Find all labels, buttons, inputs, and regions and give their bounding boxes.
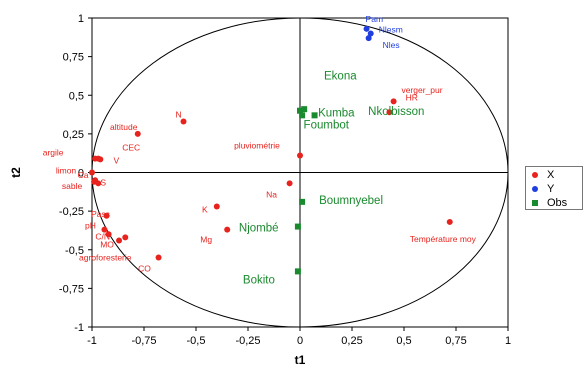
obs-label-foumbot: Foumbot bbox=[304, 119, 350, 131]
x-point-altitude bbox=[134, 130, 141, 137]
x-tick-label: -0,25 bbox=[235, 335, 260, 347]
obs-label-bokito: Bokito bbox=[243, 274, 275, 286]
x-tick-label: 0,75 bbox=[445, 335, 466, 347]
obs-point-njomb bbox=[294, 223, 301, 230]
y-tick-label: 0,75 bbox=[63, 52, 84, 64]
x-label-cec: CEC bbox=[122, 143, 140, 153]
x-label-pluviom-trie: pluviométrie bbox=[234, 141, 280, 151]
x-axis-title: t1 bbox=[295, 353, 306, 367]
obs-point-boumnyebel bbox=[299, 198, 306, 205]
x-point-k bbox=[213, 203, 220, 210]
x-label-sable: sable bbox=[62, 181, 83, 191]
x-label-verger-pur: verger_pur bbox=[401, 85, 442, 95]
obs-label-nkolbisson: Nkolbisson bbox=[368, 106, 424, 118]
x-label-ph: pH bbox=[85, 221, 96, 231]
x-label-v: V bbox=[113, 155, 119, 165]
x-label-k: K bbox=[202, 204, 208, 214]
x-label-co: CO bbox=[138, 263, 151, 273]
x-point-n bbox=[180, 118, 187, 125]
x-point-verger-pur bbox=[386, 109, 393, 116]
x-point-c-n bbox=[105, 231, 112, 238]
y-tick-label: -1 bbox=[74, 322, 84, 334]
chart-legend: X Y Obs bbox=[525, 166, 583, 210]
x-label-s: S bbox=[100, 177, 106, 187]
y-tick-label: -0,75 bbox=[59, 283, 84, 295]
y-tick-label: -0,5 bbox=[65, 245, 84, 257]
y-point-nlesm bbox=[367, 30, 374, 37]
x-point-hr bbox=[390, 98, 397, 105]
y-tick-label: 0,5 bbox=[69, 90, 84, 102]
obs-point-foumbot bbox=[311, 112, 318, 119]
x-tick-label: 0,5 bbox=[396, 335, 411, 347]
x-label-agroforesterie: agroforesterie bbox=[79, 252, 132, 262]
y-axis-title: t2 bbox=[9, 167, 23, 178]
x-label-argile: argile bbox=[43, 148, 64, 158]
x-tick-label: 1 bbox=[505, 335, 511, 347]
x-label-na: Na bbox=[266, 189, 277, 199]
x-point-temp-rature-moy bbox=[446, 218, 453, 225]
obs-label-kumba: Kumba bbox=[318, 107, 355, 119]
x-point-ph bbox=[101, 226, 108, 233]
x-point-mo bbox=[116, 237, 123, 244]
legend-item-x: X bbox=[532, 168, 554, 182]
x-point-pass bbox=[103, 212, 110, 219]
legend-marker-x bbox=[532, 172, 538, 178]
x-point-pluviom-trie bbox=[297, 152, 303, 159]
legend-marker-obs bbox=[532, 200, 538, 206]
y-point-pam bbox=[363, 25, 370, 32]
obs-point-kumba bbox=[299, 112, 306, 119]
x-label-mo: MO bbox=[100, 239, 114, 249]
legend-label-y: Y bbox=[547, 183, 555, 195]
legend-marker-y bbox=[532, 186, 538, 192]
y-label-nlesm: Nlesm bbox=[379, 24, 403, 34]
obs-label-njomb: Njombé bbox=[239, 223, 279, 235]
x-label-altitude: altitude bbox=[110, 122, 138, 132]
obs-label-boumnyebel: Boumnyebel bbox=[319, 195, 383, 207]
x-tick-label: -0,75 bbox=[131, 335, 156, 347]
y-tick-label: 1 bbox=[78, 13, 84, 25]
x-label-n: N bbox=[175, 110, 181, 120]
y-label-pam: Pam bbox=[366, 14, 383, 24]
legend-item-y: Y bbox=[532, 182, 554, 196]
x-label-limon: limon bbox=[56, 166, 77, 176]
x-point-co bbox=[155, 254, 162, 261]
y-label-nles: Nles bbox=[383, 40, 400, 50]
x-label-c-n: C/N bbox=[95, 231, 110, 241]
x-tick-label: -1 bbox=[87, 335, 97, 347]
x-label-hr: HR bbox=[406, 92, 418, 102]
obs-point-nkolbisson bbox=[301, 106, 308, 113]
y-tick-label: 0 bbox=[78, 168, 84, 180]
x-point-v bbox=[97, 156, 104, 163]
x-tick-label: -0,5 bbox=[187, 335, 206, 347]
x-label-ca: Ca bbox=[78, 170, 89, 180]
x-label-pass: Pass bbox=[91, 209, 110, 219]
y-point-nles bbox=[365, 35, 372, 42]
y-tick-label: -0,25 bbox=[59, 206, 84, 218]
legend-item-obs: Obs bbox=[532, 196, 567, 210]
x-point-mg bbox=[224, 226, 231, 233]
x-point-s bbox=[95, 180, 102, 187]
x-point-na bbox=[286, 180, 293, 187]
y-tick-label: 0,25 bbox=[63, 129, 84, 141]
x-label-temp-rature-moy: Température moy bbox=[410, 234, 477, 244]
legend-label-x: X bbox=[547, 169, 555, 181]
obs-point-ekona bbox=[297, 107, 303, 114]
obs-point-bokito bbox=[294, 268, 301, 275]
x-point-limon bbox=[89, 169, 95, 176]
obs-label-ekona: Ekona bbox=[324, 71, 357, 83]
x-point-agroforesterie bbox=[122, 234, 129, 241]
x-label-mg: Mg bbox=[200, 235, 212, 245]
x-tick-label: 0,25 bbox=[341, 335, 362, 347]
x-tick-label: 0 bbox=[297, 335, 303, 347]
legend-label-obs: Obs bbox=[547, 197, 568, 209]
